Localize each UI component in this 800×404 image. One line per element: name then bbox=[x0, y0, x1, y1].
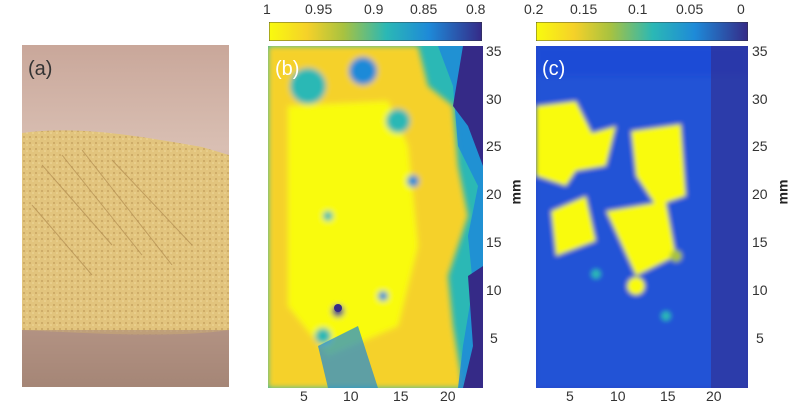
y-tick-b: 35 bbox=[486, 43, 502, 59]
colorbar-c-tick: 0.05 bbox=[676, 1, 704, 17]
colorbar-c-tick: 0.15 bbox=[570, 1, 598, 17]
y-tick-b: 25 bbox=[486, 138, 502, 154]
colorbar-b-tick: 0.8 bbox=[466, 1, 486, 17]
colorbar-c-tick: 0.2 bbox=[524, 1, 544, 17]
colorbar-b-tick: 0.9 bbox=[364, 1, 384, 17]
x-tick-c: 20 bbox=[706, 388, 722, 404]
x-tick-b: 10 bbox=[343, 388, 359, 404]
heatmap-b bbox=[268, 46, 483, 388]
y-tick-c: 15 bbox=[752, 234, 768, 250]
colorbar-c-tick: 0 bbox=[737, 1, 745, 17]
y-tick-c: 10 bbox=[752, 282, 768, 298]
sample-photo bbox=[22, 45, 229, 387]
y-tick-c: 35 bbox=[752, 43, 768, 59]
colorbar-b-tick: 1 bbox=[263, 1, 271, 17]
y-unit-c: mm bbox=[774, 179, 791, 205]
x-tick-b: 5 bbox=[300, 388, 308, 404]
colorbar-c bbox=[536, 22, 748, 41]
heatmap-c bbox=[536, 46, 748, 388]
x-tick-b: 20 bbox=[440, 388, 456, 404]
colorbar-b bbox=[269, 22, 482, 41]
y-tick-b: 5 bbox=[490, 330, 498, 346]
y-unit-b: mm bbox=[507, 179, 524, 205]
y-tick-b: 30 bbox=[486, 91, 502, 107]
x-tick-b: 15 bbox=[393, 388, 409, 404]
panel-c-label: (c) bbox=[542, 58, 566, 80]
panel-a-label: (a) bbox=[28, 58, 53, 80]
x-tick-c: 10 bbox=[610, 388, 626, 404]
y-tick-b: 20 bbox=[486, 186, 502, 202]
y-tick-c: 5 bbox=[756, 330, 764, 346]
colorbar-b-tick: 0.85 bbox=[410, 1, 438, 17]
y-tick-b: 10 bbox=[486, 282, 502, 298]
panel-b-label: (b) bbox=[275, 58, 300, 80]
colorbar-c-tick: 0.1 bbox=[628, 1, 648, 17]
y-tick-c: 25 bbox=[752, 138, 768, 154]
y-tick-b: 15 bbox=[486, 234, 502, 250]
y-tick-c: 20 bbox=[752, 186, 768, 202]
x-tick-c: 5 bbox=[566, 388, 574, 404]
y-tick-c: 30 bbox=[752, 91, 768, 107]
x-tick-c: 15 bbox=[660, 388, 676, 404]
colorbar-b-tick: 0.95 bbox=[305, 1, 333, 17]
